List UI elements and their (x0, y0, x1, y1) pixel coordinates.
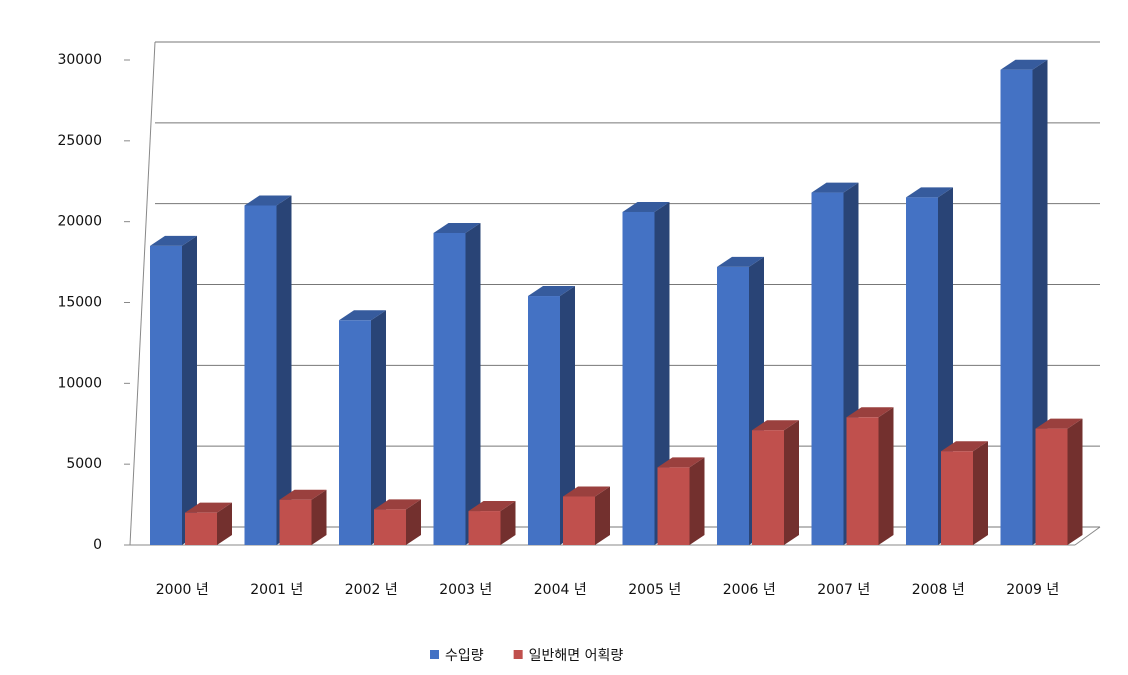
bar-top (1000, 59, 1048, 70)
bar-side (311, 489, 327, 545)
bar-side (784, 420, 799, 545)
bar-top (279, 489, 327, 500)
y-tick-label: 15000 (57, 295, 102, 311)
y-tick-label: 0 (93, 537, 102, 553)
bar-top (846, 407, 894, 418)
bar-side (465, 222, 481, 545)
bar-top (717, 256, 764, 267)
bar (1000, 69, 1033, 545)
bar-top (563, 486, 610, 497)
bar-side (182, 235, 197, 545)
bar-top (1035, 418, 1083, 429)
axis-line (129, 41, 156, 546)
bar-side (560, 286, 575, 545)
bar (941, 451, 973, 545)
bar-side (689, 457, 705, 545)
bar-side (595, 486, 610, 545)
bar-side (276, 195, 292, 545)
y-tick-label: 20000 (57, 214, 102, 230)
x-tick-label: 2001 년 (250, 582, 303, 598)
bar-top (185, 502, 232, 513)
bar (657, 467, 690, 545)
x-tick-label: 2008 년 (912, 582, 965, 598)
bar-top (657, 457, 705, 468)
y-tick-label: 25000 (57, 133, 102, 149)
bar (279, 499, 312, 545)
x-tick-label: 2002 년 (345, 582, 398, 598)
bar-top (941, 441, 988, 452)
bar (622, 211, 655, 545)
x-tick-label: 2000 년 (156, 582, 209, 598)
y-tick-label: 30000 (57, 52, 102, 68)
bar (846, 417, 879, 545)
bar (185, 512, 217, 545)
bar-side (406, 499, 421, 545)
axis-line (1074, 526, 1101, 546)
bar (468, 511, 501, 545)
bar-side (1067, 418, 1083, 545)
bar-top (468, 501, 516, 512)
bar-top (752, 420, 799, 431)
legend-swatch (513, 650, 523, 659)
x-tick-label: 2004 년 (534, 582, 587, 598)
bar (752, 430, 784, 545)
x-tick-label: 2005 년 (628, 582, 681, 598)
bar-top (244, 195, 292, 206)
x-tick-label: 2007 년 (817, 582, 870, 598)
bar (433, 232, 466, 545)
x-tick-label: 2003 년 (439, 582, 492, 598)
bar-top (528, 286, 575, 297)
bar (563, 496, 595, 545)
bar-top (150, 235, 197, 246)
bar-top (622, 201, 670, 212)
bar (244, 205, 277, 545)
bar (528, 296, 560, 545)
y-tick-label: 10000 (57, 375, 102, 391)
bar-top (906, 187, 953, 198)
x-tick-label: 2009 년 (1006, 582, 1059, 598)
bar (717, 266, 749, 545)
bar-side (654, 201, 670, 545)
bar-side (217, 502, 232, 545)
bar (150, 245, 182, 545)
x-tick-label: 2006 년 (723, 582, 776, 598)
bar-side (371, 310, 386, 545)
bar-top (811, 182, 859, 193)
legend-label: 일반해면 어획량 (529, 648, 624, 664)
bar (374, 509, 406, 545)
bar-top (374, 499, 421, 510)
bar (906, 197, 938, 545)
bar-top (339, 310, 386, 321)
legend-swatch (430, 650, 439, 659)
bar (1035, 428, 1068, 545)
bar-side (878, 407, 894, 545)
y-tick-label: 5000 (66, 456, 102, 472)
bar (339, 320, 371, 545)
bar-side (500, 501, 516, 545)
bar-side (973, 441, 988, 545)
bar-top (433, 222, 481, 233)
legend-label: 수입량 (445, 648, 484, 664)
bar (811, 192, 844, 546)
